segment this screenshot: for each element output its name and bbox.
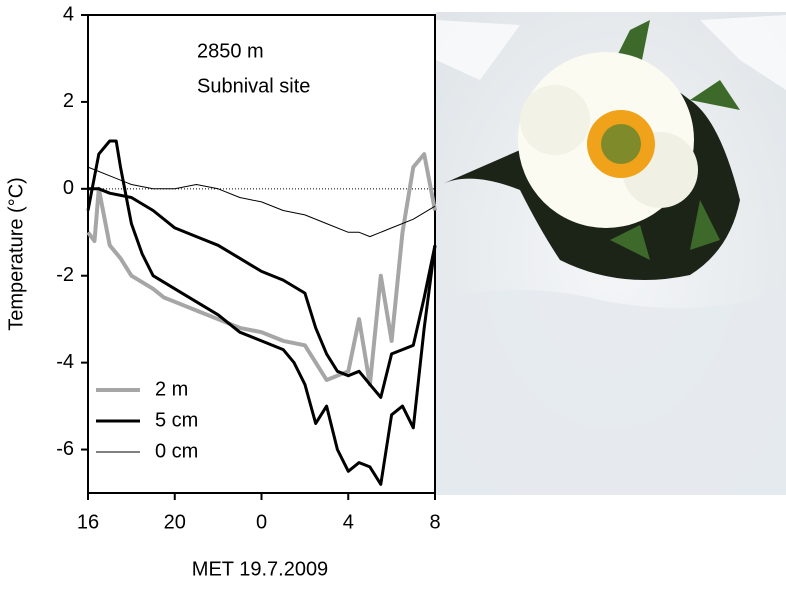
y-tick-label: -2 [56,264,74,286]
annotation: 2850 m [197,40,264,62]
series-line [86,152,437,387]
series-line [87,166,436,238]
y-tick-label: 0 [63,177,74,199]
series-line [88,187,437,399]
x-tick-label: 8 [429,511,440,533]
legend-label: 5 cm [155,409,198,431]
photo [436,12,786,495]
x-tick-label: 16 [77,511,99,533]
legend-label: 2 m [155,378,188,400]
legend-label: 0 cm [155,440,198,462]
series-line [86,139,437,486]
x-tick-label: 0 [256,511,267,533]
y-tick-label: 2 [63,90,74,112]
y-tick-label: -6 [56,438,74,460]
y-tick-label: -4 [56,351,74,373]
plot-frame [87,14,436,494]
y-axis-label: Temperature (°C) [5,177,27,331]
y-tick-label: 4 [63,3,74,25]
x-tick-label: 20 [164,511,186,533]
x-tick-label: 4 [343,511,354,533]
annotation: Subnival site [197,75,310,97]
x-axis-label: MET 19.7.2009 [192,558,328,580]
